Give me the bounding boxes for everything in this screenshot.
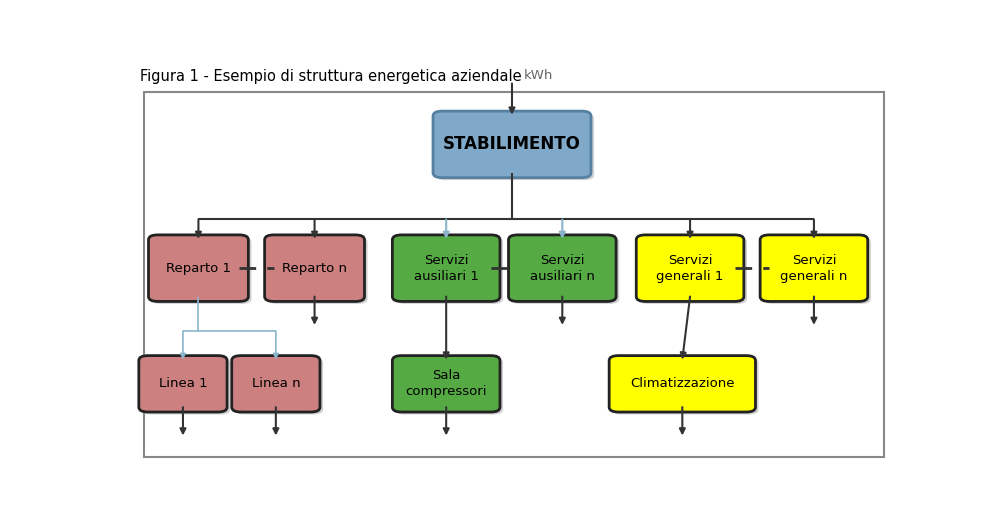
FancyBboxPatch shape [396, 237, 503, 304]
FancyBboxPatch shape [139, 356, 227, 412]
FancyBboxPatch shape [142, 358, 230, 414]
FancyBboxPatch shape [639, 237, 747, 304]
Text: Linea 1: Linea 1 [159, 377, 207, 391]
Text: Servizi
generali n: Servizi generali n [780, 253, 847, 282]
FancyBboxPatch shape [149, 235, 249, 301]
Text: Reparto 1: Reparto 1 [166, 262, 231, 275]
FancyBboxPatch shape [433, 111, 591, 178]
FancyBboxPatch shape [265, 235, 365, 301]
FancyBboxPatch shape [396, 358, 503, 414]
Text: STABILIMENTO: STABILIMENTO [443, 135, 581, 153]
FancyBboxPatch shape [612, 358, 758, 414]
FancyBboxPatch shape [511, 237, 619, 304]
Text: Linea n: Linea n [252, 377, 300, 391]
FancyBboxPatch shape [235, 358, 323, 414]
FancyBboxPatch shape [393, 356, 500, 412]
Text: Sala
compressori: Sala compressori [406, 369, 487, 398]
FancyBboxPatch shape [393, 235, 500, 301]
FancyBboxPatch shape [508, 235, 616, 301]
Text: Climatizzazione: Climatizzazione [630, 377, 734, 391]
FancyBboxPatch shape [232, 356, 320, 412]
Text: Reparto n: Reparto n [282, 262, 347, 275]
Text: Servizi
ausiliari 1: Servizi ausiliari 1 [414, 253, 479, 282]
Text: Figura 1 - Esempio di struttura energetica aziendale: Figura 1 - Esempio di struttura energeti… [140, 70, 522, 84]
FancyBboxPatch shape [268, 237, 368, 304]
FancyBboxPatch shape [763, 237, 871, 304]
FancyBboxPatch shape [152, 237, 252, 304]
FancyBboxPatch shape [437, 113, 594, 180]
FancyBboxPatch shape [609, 356, 755, 412]
Text: Servizi
ausiliari n: Servizi ausiliari n [529, 253, 594, 282]
FancyBboxPatch shape [636, 235, 744, 301]
Text: kWh: kWh [523, 69, 553, 82]
FancyBboxPatch shape [144, 92, 883, 457]
FancyBboxPatch shape [760, 235, 868, 301]
Text: Servizi
generali 1: Servizi generali 1 [656, 253, 723, 282]
